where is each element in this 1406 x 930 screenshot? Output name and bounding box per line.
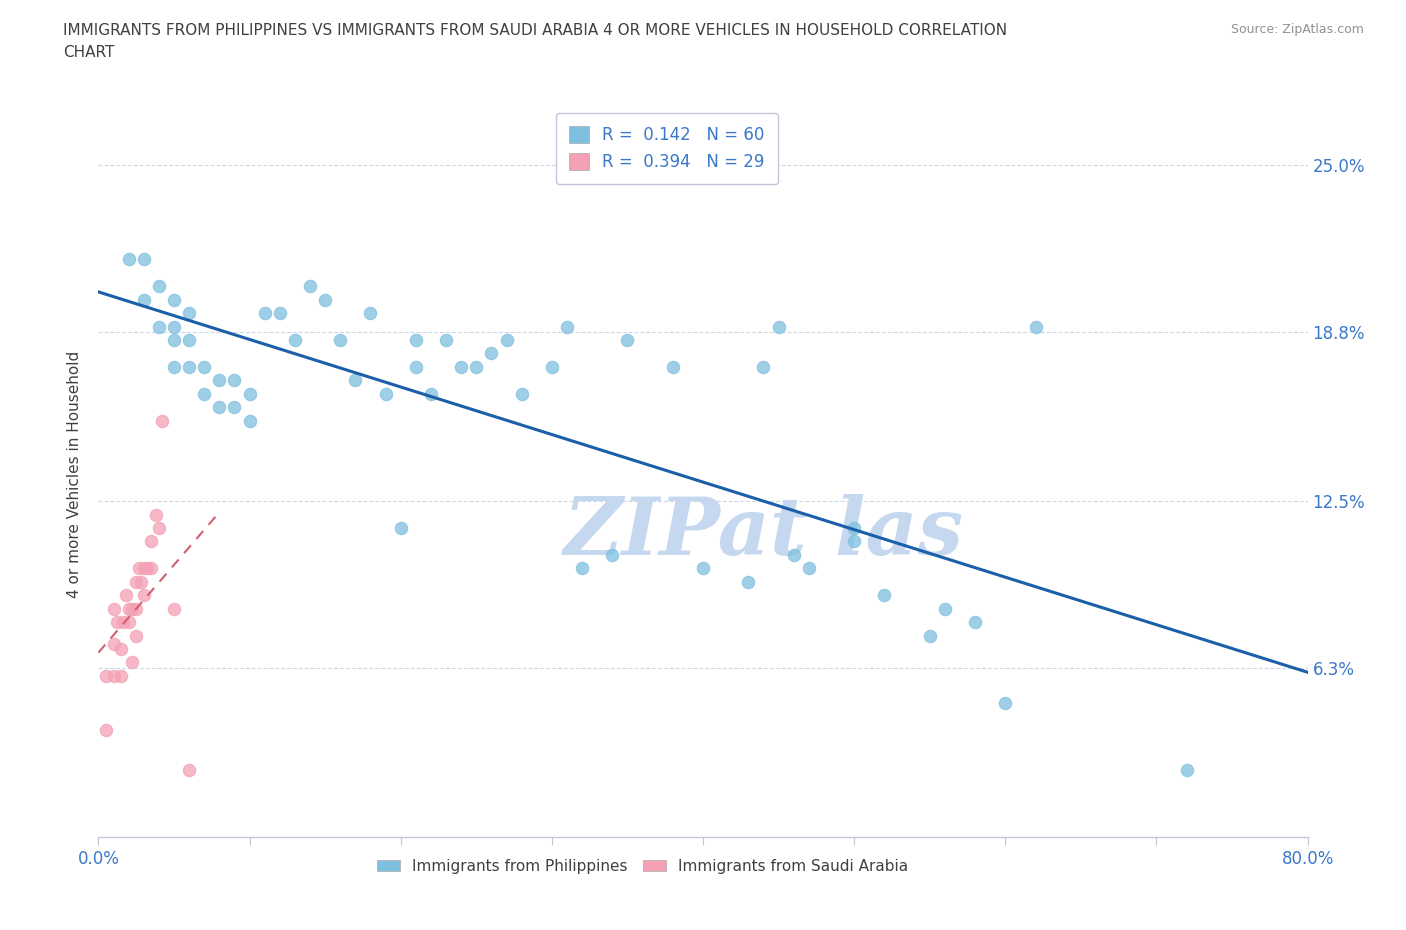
Point xyxy=(179,359,201,374)
Point xyxy=(118,601,141,616)
Point xyxy=(141,561,163,576)
Point xyxy=(783,548,806,563)
Point xyxy=(510,386,533,401)
Point xyxy=(132,561,155,576)
Point xyxy=(299,279,322,294)
Point xyxy=(269,306,291,321)
Point xyxy=(329,333,352,348)
Point xyxy=(118,252,141,267)
Point xyxy=(752,359,775,374)
Text: Source: ZipAtlas.com: Source: ZipAtlas.com xyxy=(1230,23,1364,36)
Point xyxy=(420,386,443,401)
Point xyxy=(405,359,427,374)
Point xyxy=(110,642,132,657)
Point xyxy=(918,628,941,643)
Point xyxy=(1024,319,1046,334)
Point xyxy=(150,413,173,428)
Point xyxy=(692,561,714,576)
Point xyxy=(94,669,117,684)
Point xyxy=(179,333,201,348)
Point xyxy=(873,588,896,603)
Point xyxy=(94,722,117,737)
Point xyxy=(994,696,1017,711)
Point xyxy=(179,306,201,321)
Point xyxy=(389,521,412,536)
Point xyxy=(128,561,150,576)
Point xyxy=(121,655,143,670)
Point xyxy=(481,346,503,361)
Point xyxy=(163,292,186,307)
Point xyxy=(239,386,262,401)
Point xyxy=(208,400,231,415)
Point xyxy=(148,279,170,294)
Point xyxy=(1175,763,1198,777)
Point xyxy=(163,359,186,374)
Point xyxy=(768,319,790,334)
Point xyxy=(314,292,336,307)
Point xyxy=(797,561,820,576)
Text: IMMIGRANTS FROM PHILIPPINES VS IMMIGRANTS FROM SAUDI ARABIA 4 OR MORE VEHICLES I: IMMIGRANTS FROM PHILIPPINES VS IMMIGRANT… xyxy=(63,23,1007,38)
Point xyxy=(540,359,562,374)
Point xyxy=(132,252,155,267)
Point xyxy=(114,588,136,603)
Point xyxy=(121,601,143,616)
Point xyxy=(450,359,472,374)
Point xyxy=(434,333,457,348)
Point xyxy=(103,636,125,651)
Point xyxy=(111,615,134,630)
Point xyxy=(163,333,186,348)
Point xyxy=(141,534,163,549)
Point xyxy=(239,413,262,428)
Point xyxy=(125,628,148,643)
Point xyxy=(148,521,170,536)
Point xyxy=(360,306,382,321)
Point xyxy=(253,306,276,321)
Point xyxy=(145,507,167,522)
Point xyxy=(224,400,246,415)
Point xyxy=(844,521,866,536)
Point xyxy=(374,386,396,401)
Point xyxy=(555,319,578,334)
Point xyxy=(135,561,157,576)
Point xyxy=(148,319,170,334)
Point xyxy=(571,561,593,576)
Text: ZIPat las: ZIPat las xyxy=(564,494,963,571)
Point xyxy=(110,669,132,684)
Point xyxy=(132,292,155,307)
Point xyxy=(602,548,624,563)
Point xyxy=(132,588,155,603)
Point xyxy=(737,575,759,590)
Point xyxy=(129,575,152,590)
Point xyxy=(284,333,307,348)
Point xyxy=(103,669,125,684)
Point xyxy=(616,333,638,348)
Point xyxy=(193,359,215,374)
Point xyxy=(193,386,215,401)
Point xyxy=(495,333,517,348)
Y-axis label: 4 or more Vehicles in Household: 4 or more Vehicles in Household xyxy=(67,351,83,598)
Point xyxy=(125,601,148,616)
Point xyxy=(344,373,367,388)
Point xyxy=(934,601,956,616)
Point xyxy=(103,601,125,616)
Point xyxy=(465,359,488,374)
Point xyxy=(405,333,427,348)
Legend: Immigrants from Philippines, Immigrants from Saudi Arabia: Immigrants from Philippines, Immigrants … xyxy=(371,853,914,880)
Point xyxy=(118,615,141,630)
Point xyxy=(179,763,201,777)
Point xyxy=(224,373,246,388)
Point xyxy=(965,615,987,630)
Point xyxy=(661,359,683,374)
Point xyxy=(163,601,186,616)
Point xyxy=(125,575,148,590)
Point xyxy=(844,534,866,549)
Point xyxy=(163,319,186,334)
Point xyxy=(208,373,231,388)
Text: CHART: CHART xyxy=(63,45,115,60)
Point xyxy=(105,615,128,630)
